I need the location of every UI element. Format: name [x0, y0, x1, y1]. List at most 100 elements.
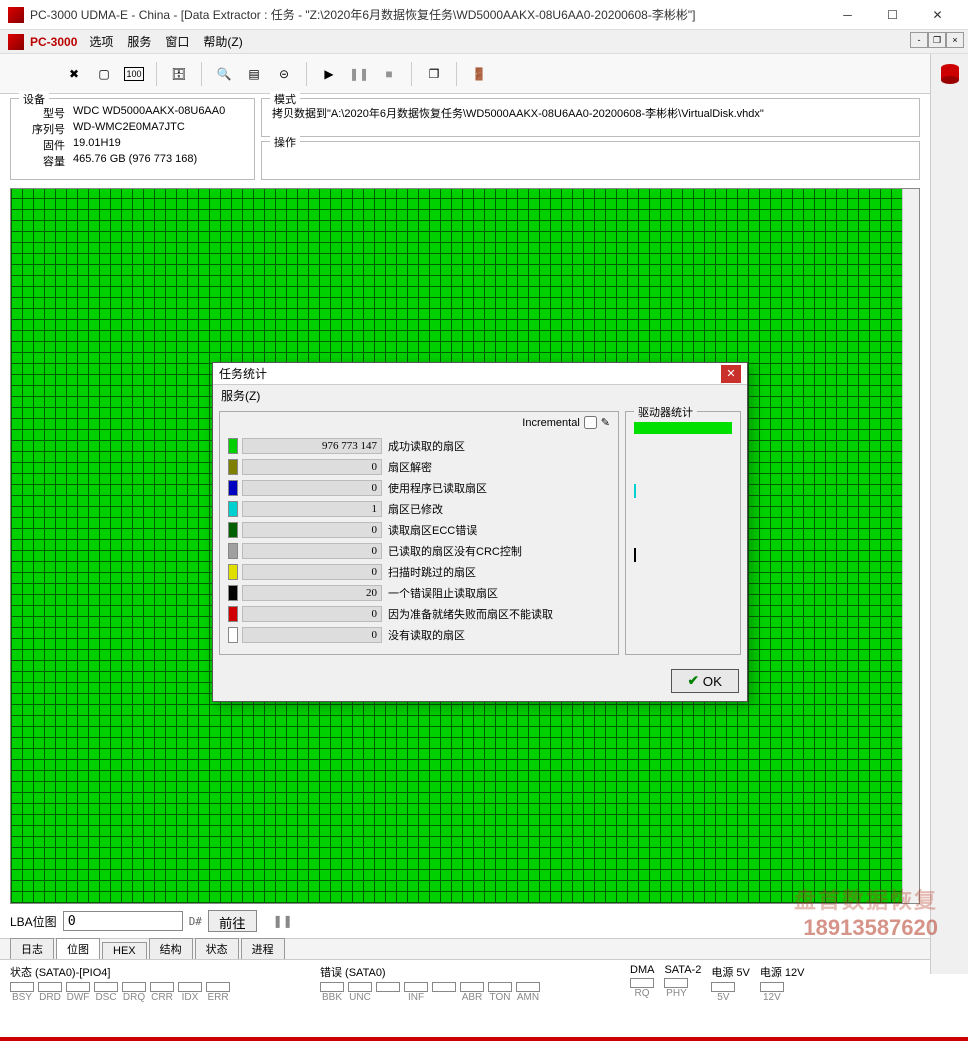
status-12v-title: 电源 12V [760, 964, 805, 980]
lba-hex: D# [189, 915, 202, 928]
stat-color-swatch [228, 585, 238, 601]
status-bit: DRD [38, 982, 62, 1003]
tab-log[interactable]: 日志 [10, 938, 54, 959]
tool-window-icon[interactable]: ▢ [90, 60, 118, 88]
mode-legend: 模式 [270, 91, 300, 107]
status-bit: 5V [711, 982, 735, 1003]
device-model: WDC WD5000AAKX-08U6AA0 [73, 105, 225, 121]
mdi-restore-button[interactable]: ❐ [928, 32, 946, 48]
stat-value: 0 [242, 543, 382, 559]
dialog-close-button[interactable]: ✕ [721, 365, 741, 383]
status-bit: CRR [150, 982, 174, 1003]
status-bit: BBK [320, 982, 344, 1003]
stat-value: 976 773 147 [242, 438, 382, 454]
status-bit [432, 982, 456, 1003]
status-bit: IDX [178, 982, 202, 1003]
incremental-checkbox[interactable] [584, 416, 597, 429]
right-sidebar [930, 54, 968, 974]
stat-value: 0 [242, 627, 382, 643]
stat-value: 1 [242, 501, 382, 517]
tab-bitmap[interactable]: 位图 [56, 938, 100, 959]
drive-mark-modified [634, 484, 636, 498]
stat-color-swatch [228, 438, 238, 454]
stat-color-swatch [228, 459, 238, 475]
dialog-title: 任务统计 [219, 365, 721, 382]
status-sata0-title: 状态 (SATA0)-[PIO4] [10, 964, 310, 980]
stat-color-swatch [228, 480, 238, 496]
status-bit: INF [404, 982, 428, 1003]
dialog-menu-service[interactable]: 服务(Z) [213, 385, 747, 405]
stat-value: 0 [242, 606, 382, 622]
close-button[interactable]: ✕ [915, 1, 960, 29]
status-bit [376, 982, 400, 1003]
stat-row: 0 扫描时跳过的扇区 [228, 562, 610, 582]
window-titlebar: PC-3000 UDMA-E - China - [Data Extractor… [0, 0, 968, 30]
maximize-button[interactable]: ☐ [870, 1, 915, 29]
drive-stats-group: 驱动器统计 [625, 411, 741, 655]
task-stats-dialog: 任务统计 ✕ 服务(Z) Incremental ✎ 976 773 147 成… [212, 362, 748, 702]
stat-row: 0 没有读取的扇区 [228, 625, 610, 645]
ok-button[interactable]: ✔ OK [671, 669, 739, 693]
sidebar-db-icon[interactable] [934, 58, 966, 90]
tool-disk-icon[interactable]: ⊝ [270, 60, 298, 88]
tab-status[interactable]: 状态 [195, 938, 239, 959]
status-bit: 12V [760, 982, 784, 1003]
minimize-button[interactable]: ─ [825, 1, 870, 29]
tab-process[interactable]: 进程 [241, 938, 285, 959]
stat-value: 0 [242, 459, 382, 475]
tool-copy-icon[interactable]: ❐ [420, 60, 448, 88]
status-bit: ABR [460, 982, 484, 1003]
device-info-group: 设备 型号WDC WD5000AAKX-08U6AA0 序列号WD-WMC2E0… [10, 98, 255, 180]
check-icon: ✔ [688, 673, 699, 689]
stat-label: 使用程序已读取扇区 [388, 480, 487, 496]
stat-color-swatch [228, 522, 238, 538]
stat-row: 976 773 147 成功读取的扇区 [228, 436, 610, 456]
mdi-minimize-button[interactable]: - [910, 32, 928, 48]
mdi-close-button[interactable]: × [946, 32, 964, 48]
stat-color-swatch [228, 606, 238, 622]
tool-filter-icon[interactable]: ▤ [240, 60, 268, 88]
stat-color-swatch [228, 564, 238, 580]
menu-help[interactable]: 帮助(Z) [203, 33, 242, 50]
drive-mark-error [634, 548, 636, 562]
goto-button[interactable]: 前往 [208, 910, 257, 932]
status-error-title: 错误 (SATA0) [320, 964, 620, 980]
stat-row: 20 一个错误阻止读取扇区 [228, 583, 610, 603]
tool-exit-icon[interactable]: 🚪 [465, 60, 493, 88]
tool-db-icon[interactable]: 🗄 [165, 60, 193, 88]
device-capacity: 465.76 GB (976 773 168) [73, 153, 197, 169]
stats-group: Incremental ✎ 976 773 147 成功读取的扇区 0 扇区解密… [219, 411, 619, 655]
menu-options[interactable]: 选项 [89, 33, 113, 50]
tab-struct[interactable]: 结构 [149, 938, 193, 959]
stat-label: 已读取的扇区没有CRC控制 [388, 543, 522, 559]
menu-window[interactable]: 窗口 [165, 33, 189, 50]
tool-percent-icon[interactable]: 100 [120, 60, 148, 88]
drive-bar-good [634, 422, 732, 434]
tool-play-icon[interactable]: ▶ [315, 60, 343, 88]
incremental-label: Incremental [522, 417, 579, 429]
lba-controls: LBA位图 D# 前往 ❚❚ [0, 904, 930, 938]
map-scrollbar[interactable] [902, 189, 919, 903]
stat-row: 0 已读取的扇区没有CRC控制 [228, 541, 610, 561]
status-bit: BSY [10, 982, 34, 1003]
stat-row: 0 因为准备就绪失败而扇区不能读取 [228, 604, 610, 624]
tool-settings-icon[interactable]: ✖ [60, 60, 88, 88]
tool-stop-icon[interactable]: ■ [375, 60, 403, 88]
tool-pause-icon[interactable]: ❚❚ [345, 60, 373, 88]
menu-service[interactable]: 服务 [127, 33, 151, 50]
stat-label: 成功读取的扇区 [388, 438, 465, 454]
status-bit: ERR [206, 982, 230, 1003]
status-zone: 状态 (SATA0)-[PIO4] BSYDRDDWFDSCDRQCRRIDXE… [0, 960, 930, 1003]
stat-color-swatch [228, 627, 238, 643]
menubar: PC-3000 选项 服务 窗口 帮助(Z) - ❐ × [0, 30, 968, 54]
stat-label: 一个错误阻止读取扇区 [388, 585, 498, 601]
status-sata2-title: SATA-2 [664, 964, 701, 976]
status-bit: UNC [348, 982, 372, 1003]
toolbar: ✖ ▢ 100 🗄 🔍 ▤ ⊝ ▶ ❚❚ ■ ❐ 🚪 [0, 54, 968, 94]
tab-hex[interactable]: HEX [102, 942, 147, 959]
tool-find-icon[interactable]: 🔍 [210, 60, 238, 88]
edit-icon[interactable]: ✎ [601, 416, 610, 429]
drive-stats-legend: 驱动器统计 [634, 404, 697, 420]
status-5v-title: 电源 5V [711, 964, 750, 980]
lba-input[interactable] [63, 911, 183, 931]
